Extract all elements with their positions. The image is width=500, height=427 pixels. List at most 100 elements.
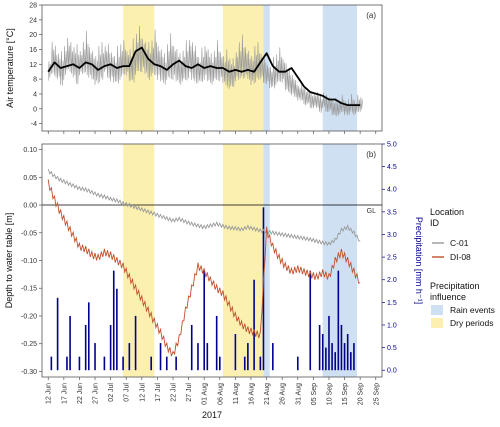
precipitation-bar <box>259 356 262 371</box>
precipitation-bar <box>94 343 96 371</box>
precipitation-bar <box>350 352 352 371</box>
x-tick-label: 07 Jul <box>124 383 131 402</box>
y-axis-label-a: Air temperature [°C] <box>5 28 15 108</box>
y2-tick-label: 5.0 <box>387 142 397 149</box>
x-tick-label: 02 Jul <box>108 383 115 402</box>
y-tick-label-b: -0.05 <box>21 230 37 237</box>
precipitation-bar <box>134 315 137 371</box>
x-tick-label: 20 Sep <box>358 383 365 405</box>
y-tick-label-b: -0.20 <box>21 313 37 320</box>
y2-tick-label: 3.0 <box>387 232 397 239</box>
panel-a-label: (a) <box>366 11 376 20</box>
legend-label-c-01: C-01 <box>450 238 469 248</box>
panel-a: -4 0 4 8 12 16 20 24 28 (a) Air temperature [°C] <box>5 3 383 134</box>
legend-title-precipitation: Precipitation <box>430 281 480 291</box>
precipitation-bar <box>328 315 330 371</box>
dry-period-band <box>123 144 155 377</box>
water-table-line-c-01 <box>47 168 361 247</box>
precipitation-bar <box>243 356 246 371</box>
precipitation-bar <box>346 334 349 371</box>
y-tick-label-b: -0.10 <box>21 258 37 265</box>
precipitation-bar <box>206 343 209 371</box>
y-tick-label-a: 8 <box>33 77 37 84</box>
y-tick-label-b: -0.15 <box>21 286 37 293</box>
y2-tick-label: 1.0 <box>387 322 397 329</box>
precipitation-bar <box>109 324 112 371</box>
x-tick-label: 25 Sep <box>373 383 380 405</box>
precipitation-bar <box>337 270 340 371</box>
precipitation-bar <box>190 324 193 371</box>
precipitation-bar <box>175 356 177 371</box>
precipitation-bar <box>353 343 355 371</box>
legend-title-location: Location <box>430 207 464 217</box>
precipitation-bar <box>340 324 343 371</box>
x-tick-label: 15 Sep <box>342 383 349 405</box>
x-tick-label: 17 Jul <box>155 383 162 402</box>
precipitation-bar <box>197 343 199 371</box>
x-tick-label: 06 Aug <box>217 383 224 405</box>
precipitation-bar <box>103 356 106 371</box>
y2-tick-label: 4.5 <box>387 164 397 171</box>
precipitation-bar <box>159 343 162 371</box>
dry-period-band <box>222 144 264 377</box>
y2-tick-label: 2.5 <box>387 255 397 262</box>
y-tick-label-a: 4 <box>33 91 37 98</box>
x-tick-label: 17 Jun <box>61 383 68 404</box>
precipitation-bar <box>309 270 312 371</box>
precipitation-bar <box>66 356 68 371</box>
precipitation-bar <box>87 302 90 371</box>
precipitation-bar <box>234 334 237 371</box>
y-tick-label-a: 0 <box>33 106 37 113</box>
y2-tick-label: 4.0 <box>387 187 397 194</box>
y2-tick-label: 0.0 <box>387 368 397 375</box>
x-axis-label: 2017 <box>202 410 222 420</box>
panel-b: GL 0.10 0.05 0.00 -0.05 -0.10 -0.15 -0.20 -0.25 -… <box>4 142 424 421</box>
precipitation-bar <box>78 356 81 371</box>
precipitation-bar <box>69 315 71 371</box>
y2-tick-label: 3.5 <box>387 209 397 216</box>
hourly-temperature-line <box>47 25 363 117</box>
x-tick-label: 10 Sep <box>326 383 333 405</box>
y-tick-label-a: 24 <box>29 17 37 24</box>
daily-temperature-line <box>47 46 361 106</box>
y-tick-label-a: 12 <box>29 62 37 69</box>
precipitation-bar <box>203 270 206 371</box>
legend-title-precipitation: influence <box>430 292 466 302</box>
x-tick-label: 01 Aug <box>202 383 209 405</box>
x-tick-label: 16 Aug <box>248 383 255 405</box>
rain-event-band <box>263 144 270 377</box>
precipitation-bar <box>112 270 115 371</box>
precipitation-bar <box>128 343 131 371</box>
y-axis-label-b: Depth to water table [m] <box>4 213 14 309</box>
x-tick-label: 12 Jun <box>46 383 53 404</box>
legend-label-precip: Dry periods <box>450 318 493 328</box>
precipitation-bar <box>331 343 333 371</box>
precipitation-bar <box>218 356 221 371</box>
y-tick-label-a: -4 <box>31 121 37 128</box>
panel-a-frame <box>41 4 383 132</box>
precipitation-bar <box>343 343 346 371</box>
y2-axis-label: Precipitation [mm h⁻¹] <box>414 217 424 304</box>
precipitation-bar <box>321 334 324 371</box>
x-tick-label: 27 Jul <box>186 383 193 402</box>
y-tick-label-b: -0.25 <box>21 341 37 348</box>
precipitation-bar <box>247 343 249 371</box>
rain-event-band <box>322 144 358 377</box>
x-tick-label: 21 Aug <box>264 383 271 405</box>
water-table-line-di-08 <box>47 179 361 357</box>
x-tick-label: 27 Jun <box>93 383 100 404</box>
legend-title-location: ID <box>430 218 440 228</box>
y-tick-label-b: 0.00 <box>23 203 37 210</box>
precipitation-bar <box>318 324 321 371</box>
panel-b-label: (b) <box>366 150 376 159</box>
y2-tick-label: 2.0 <box>387 277 397 284</box>
y-tick-label-a: 20 <box>29 32 37 39</box>
precipitation-bar <box>325 347 327 371</box>
ground-level-label: GL <box>367 208 376 215</box>
legend-label-precip: Rain events <box>450 305 495 315</box>
precipitation-bar <box>116 288 118 371</box>
y2-tick-label: 1.5 <box>387 300 397 307</box>
